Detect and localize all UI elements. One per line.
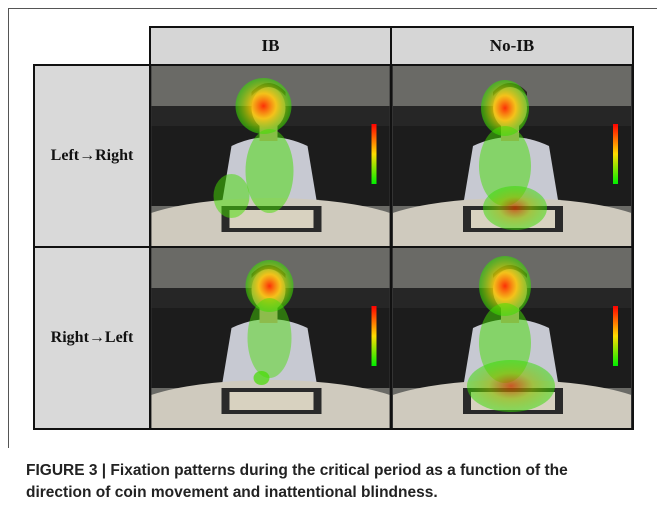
heatmap xyxy=(392,248,632,428)
figure-caption: FIGURE 3 | Fixation patterns during the … xyxy=(26,462,568,501)
frame-top xyxy=(8,8,657,9)
heatmap xyxy=(151,66,390,246)
column-header: No-IB xyxy=(390,26,634,66)
fixation-image xyxy=(390,246,634,430)
column-header: IB xyxy=(149,26,392,66)
row-header: Left→Right xyxy=(33,64,151,248)
heatmap xyxy=(151,248,390,428)
frame-left xyxy=(8,8,9,448)
fixation-image xyxy=(149,246,392,430)
heatmap xyxy=(392,66,632,246)
fixation-image xyxy=(390,64,634,248)
row-header: Right→Left xyxy=(33,246,151,430)
fixation-image xyxy=(149,64,392,248)
